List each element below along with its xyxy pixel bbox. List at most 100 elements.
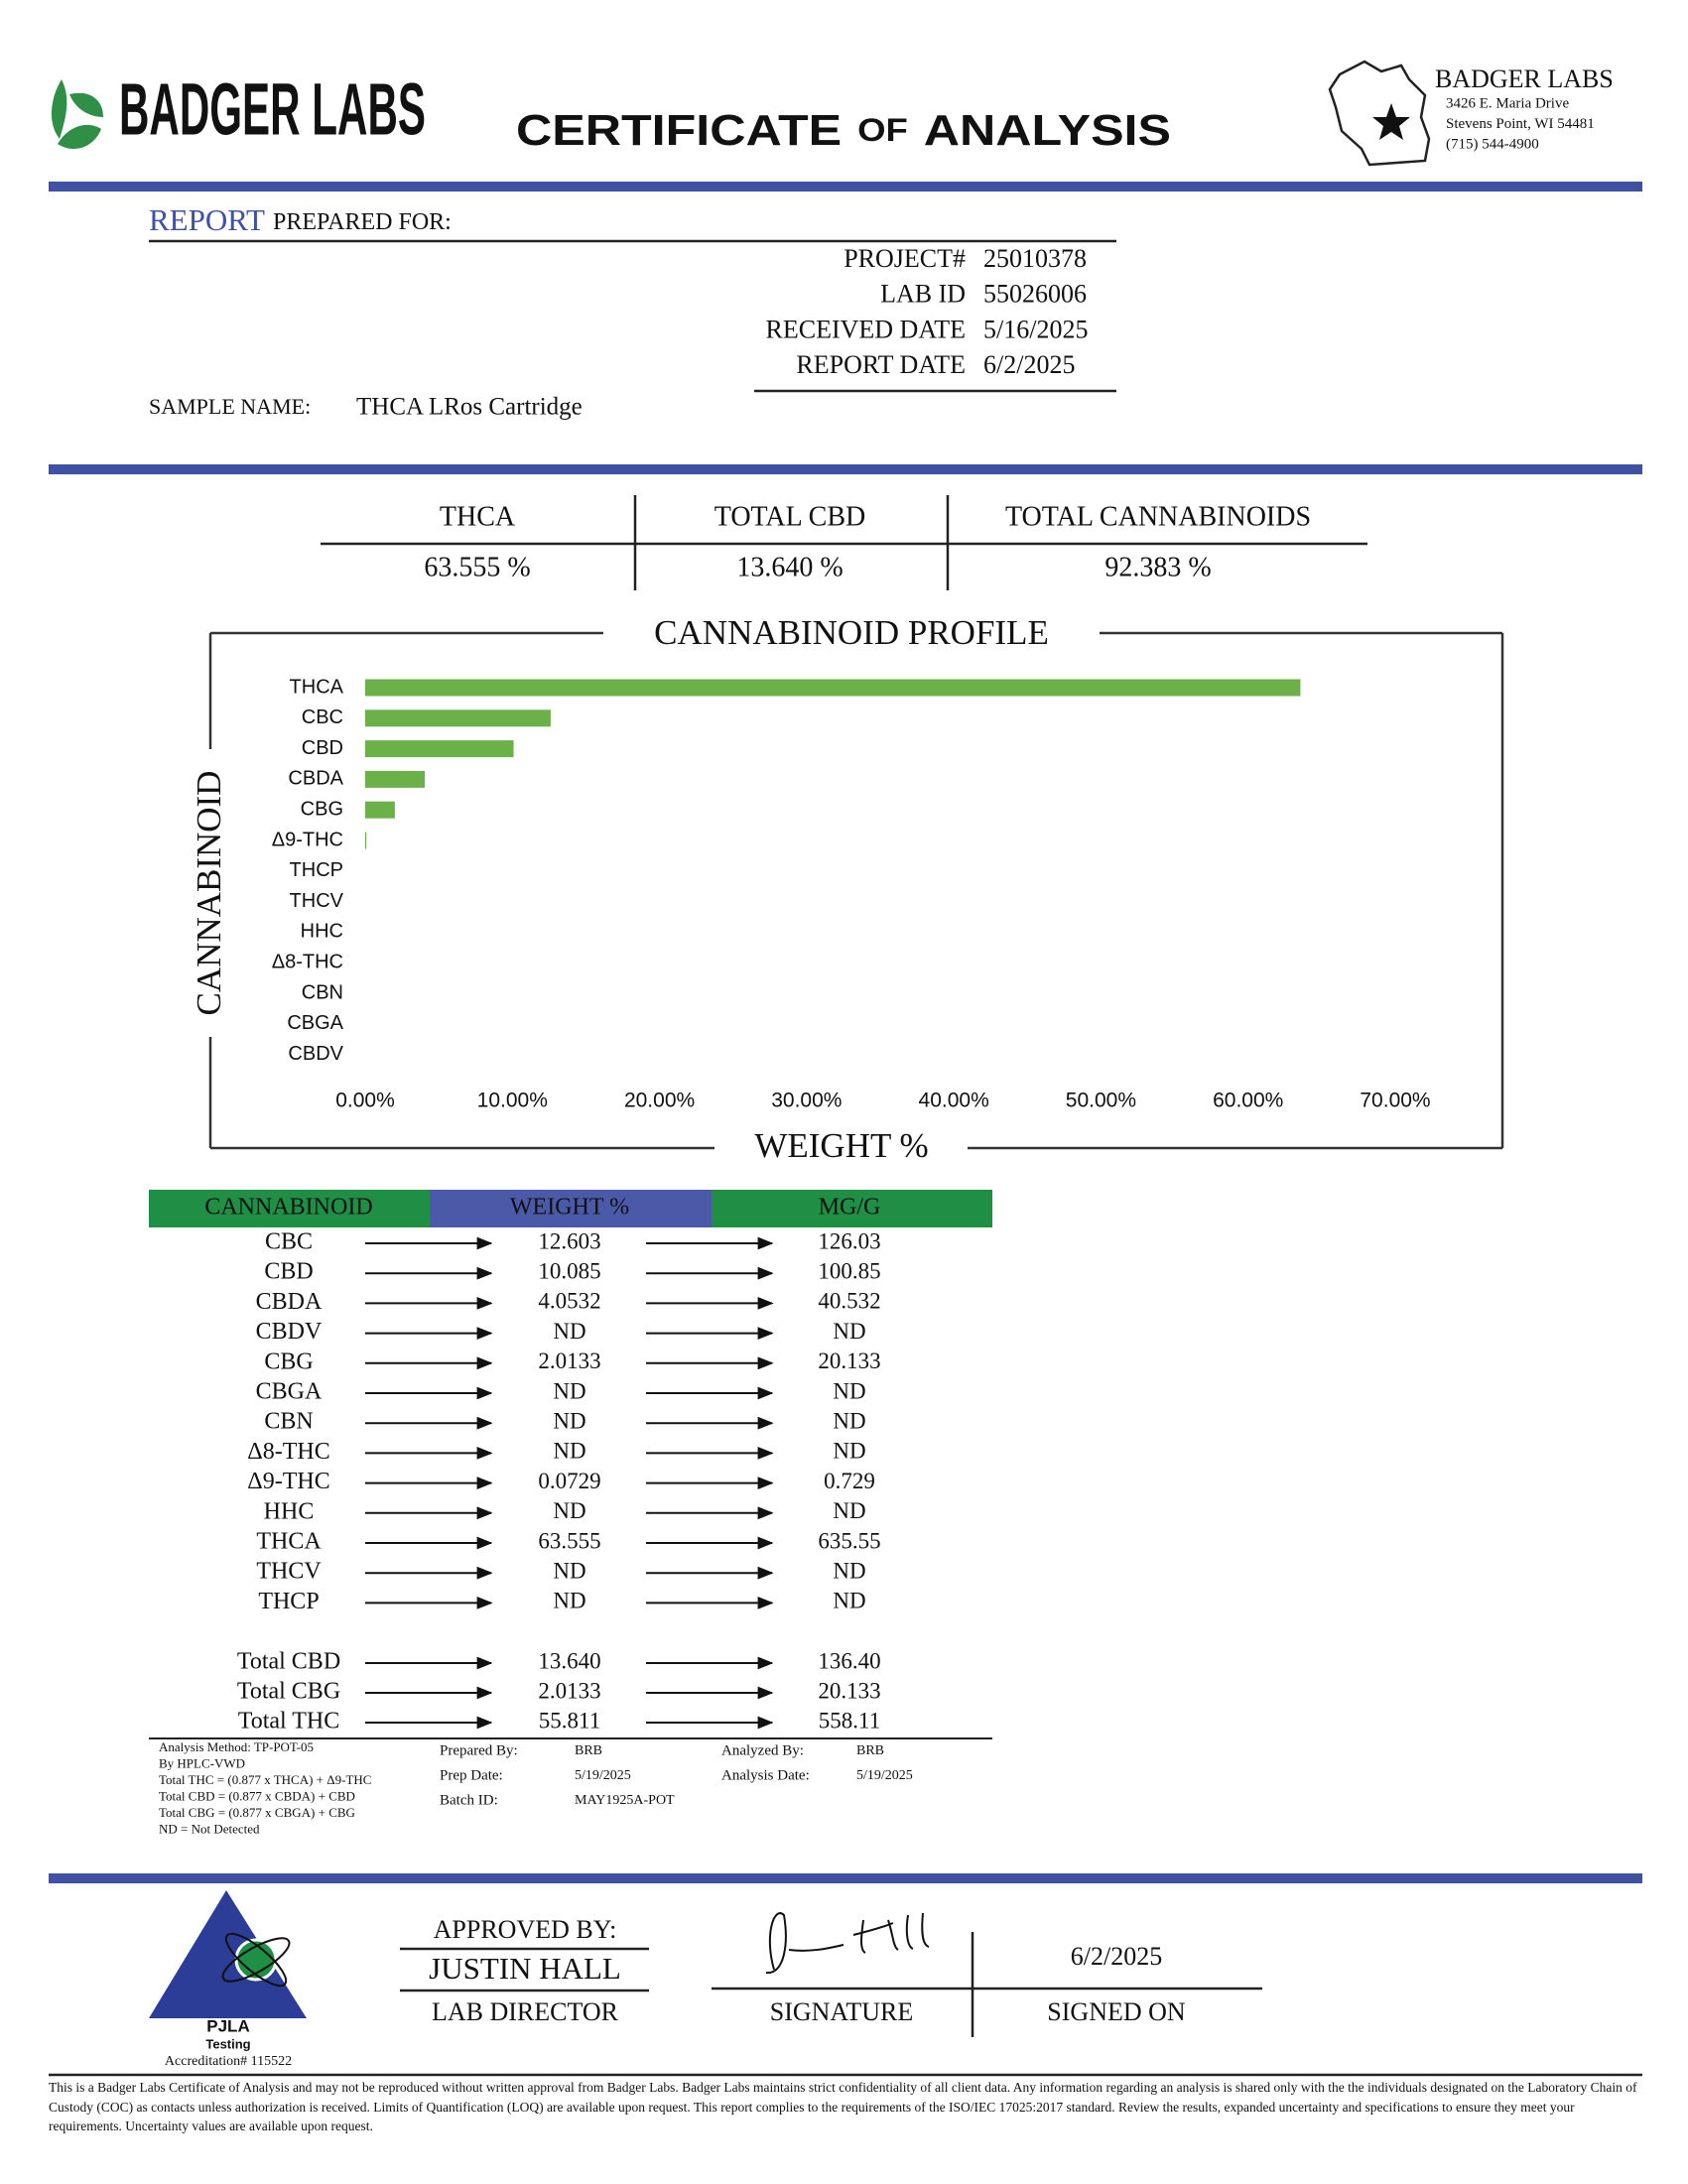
method-note: Analysis Method: TP-POT-05 [159,1739,314,1754]
cell-value: ND [553,1558,585,1583]
y-tick-label: THCA [290,676,344,698]
table-header: MG/G [819,1195,881,1220]
blue-bar [49,182,1642,192]
pjla-text: Testing [205,2036,250,2051]
method-note: ND = Not Detected [159,1821,260,1836]
summary-header: TOTAL CANNABINOIDS [1005,501,1311,532]
approved-by: APPROVED BY: [434,1915,617,1944]
cell-name: THCP [258,1589,319,1614]
y-tick-label: CBD [302,737,343,759]
cell-name: CBD [264,1259,313,1285]
cell-name: Δ8-THC [247,1439,329,1465]
x-axis-label: WEIGHT % [754,1126,928,1165]
y-tick-label: HHC [301,921,343,943]
field-label: LAB ID [880,280,966,309]
bar [365,709,551,727]
cell-value: 2.0133 [538,1349,600,1373]
method-note: Total CBG = (0.877 x CBGA) + CBG [159,1805,355,1820]
report-heading: REPORT PREPARED FOR: [149,202,452,237]
signature-label: SIGNATURE [770,1997,913,2026]
y-tick-label: THCP [290,859,343,881]
bar [365,740,514,758]
y-tick-label: Δ9-THC [272,829,343,850]
y-tick-label: CBC [302,707,343,728]
lab-address: (715) 544-4900 [1446,136,1539,152]
cell-name: THCV [256,1559,322,1585]
cell-value: 63.555 [538,1528,600,1553]
signature [765,1912,930,1975]
x-tick-label: 40.00% [919,1090,989,1112]
x-tick-label: 70.00% [1360,1090,1430,1112]
cell-name: Δ9-THC [247,1469,329,1494]
note-value: MAY1925A-POT [575,1793,675,1808]
x-tick-label: 20.00% [624,1090,695,1112]
cell-value: 100.85 [818,1258,880,1283]
summary-value: 92.383 % [1104,552,1211,582]
cell-value: 635.55 [818,1528,880,1553]
field-label: PROJECT# [844,244,966,273]
y-tick-label: CBGA [287,1012,343,1034]
blue-bar [49,1873,1642,1883]
header-cell [712,1190,992,1227]
y-tick-label: CBG [301,798,343,820]
logo-text: BADGER LABS [119,68,426,151]
doc-title: CERTIFICATE OF ANALYSIS [516,106,1171,155]
y-axis-label: CANNABINOID [190,771,228,1016]
chart-title: CANNABINOID PROFILE [654,613,1049,652]
sample-name: THCA LRos Cartridge [356,394,583,421]
cell-name: CBGA [256,1379,323,1405]
x-tick-label: 30.00% [771,1090,842,1112]
disclaimer: This is a Badger Labs Certificate of Ana… [49,2080,1637,2133]
cell-value: 2.0133 [538,1678,600,1703]
title-part: OF [857,112,908,148]
y-tick-label: THCV [290,890,344,912]
table-header: CANNABINOID [204,1195,372,1220]
cell-value: 0.0729 [538,1469,600,1493]
cell-value: 4.0532 [538,1289,600,1314]
field-value: 25010378 [983,244,1087,273]
cell-value: ND [553,1498,585,1523]
note-value: BRB [856,1743,884,1758]
header-cell [430,1190,712,1227]
field-label: REPORT DATE [796,350,966,379]
cell-value: ND [833,1589,865,1613]
title-part: ANALYSIS [924,106,1171,155]
cell-name: CBN [264,1409,313,1435]
note-label: Analysis Date: [721,1767,810,1783]
cell-name: HHC [264,1498,315,1524]
note-label: Prep Date: [440,1767,503,1783]
cell-value: ND [833,1498,865,1523]
bar [365,801,395,819]
cell-value: 126.03 [818,1228,880,1253]
summary-header: THCA [440,501,516,532]
field-value: 6/2/2025 [983,350,1075,379]
cell-value: 558.11 [819,1708,880,1733]
pjla-text: PJLA [206,2016,249,2035]
cell-name: CBG [264,1349,313,1374]
approver-role: LAB DIRECTOR [432,1997,619,2026]
field-label: RECEIVED DATE [766,315,966,343]
cell-value: 20.133 [818,1349,880,1373]
cell-value: 136.40 [818,1648,880,1673]
cell-value: ND [833,1558,865,1583]
pjla-text: Accreditation# 115522 [165,2054,292,2069]
pjla-triangle [149,1890,307,2018]
cell-value: 13.640 [538,1648,600,1673]
cell-value: ND [553,1408,585,1433]
cell-name: Total CBD [237,1649,340,1675]
table-header: WEIGHT % [510,1195,629,1220]
summary-value: 13.640 % [736,552,843,582]
cell-value: 10.085 [538,1258,600,1283]
cell-value: ND [833,1378,865,1403]
field-value: 5/16/2025 [983,315,1088,343]
method-note: Total CBD = (0.877 x CBDA) + CBD [159,1788,355,1803]
x-tick-label: 60.00% [1213,1090,1283,1112]
pjla-orbit [224,1932,288,1988]
cell-value: ND [553,1378,585,1403]
cell-name: CBDA [256,1289,323,1315]
y-tick-label: CBN [302,981,343,1003]
x-tick-label: 0.00% [335,1090,395,1112]
summary-header: TOTAL CBD [714,501,866,532]
logo-icon [51,79,103,150]
approver-name: JUSTIN HALL [429,1951,621,1986]
